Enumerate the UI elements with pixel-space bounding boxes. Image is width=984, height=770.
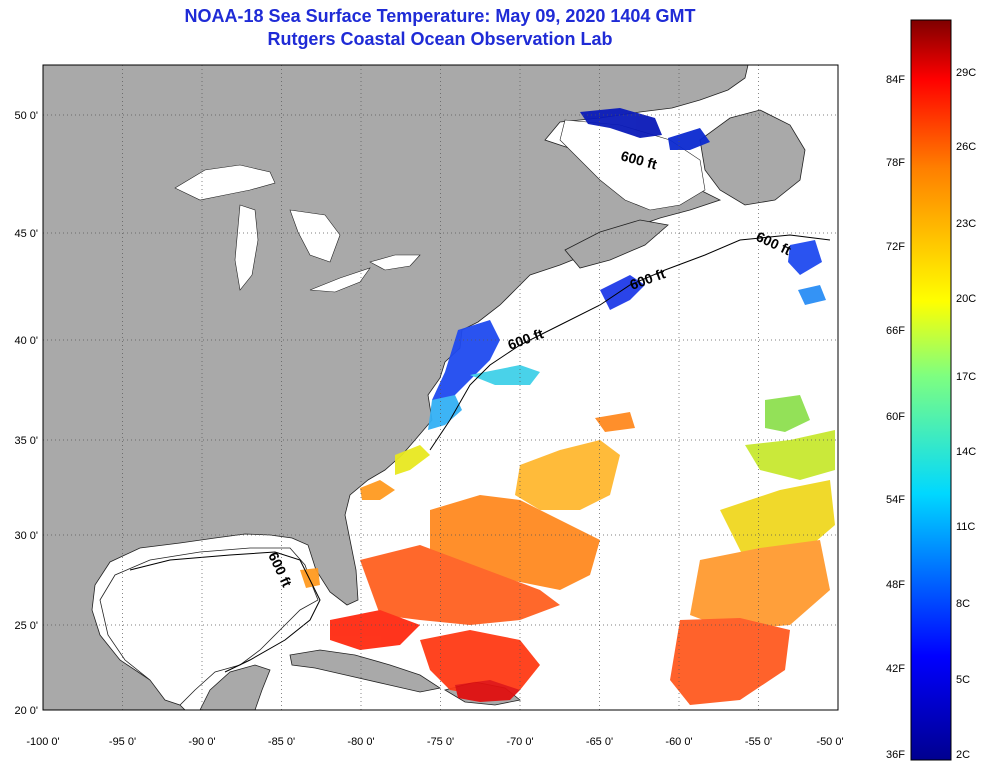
- colorbar-f-label: 66F: [886, 325, 905, 337]
- lat-label: 50 0': [14, 110, 38, 122]
- colorbar: [910, 19, 952, 761]
- lake-ontario: [369, 254, 421, 271]
- lat-label: 20 0': [14, 705, 38, 717]
- map-subtitle: Rutgers Coastal Ocean Observation Lab: [267, 29, 613, 49]
- land-nova-scotia: [564, 219, 669, 269]
- colorbar-f-label: 42F: [886, 663, 905, 675]
- lon-label: -65 0': [586, 736, 613, 748]
- lat-labels: 50 0' 45 0' 40 0' 35 0' 30 0' 25 0' 20 0…: [14, 110, 38, 717]
- lon-label: -95 0': [109, 736, 136, 748]
- lon-label: -85 0': [268, 736, 295, 748]
- colorbar-f-label: 36F: [886, 749, 905, 761]
- lake-erie: [309, 267, 371, 293]
- map-frame: [42, 64, 839, 711]
- colorbar-c-label: 20C: [956, 293, 976, 305]
- gulf-of-mexico: [99, 547, 319, 706]
- land-cuba: [289, 649, 442, 693]
- land-newfoundland: [699, 109, 806, 206]
- lon-label: -100 0': [26, 736, 59, 748]
- colorbar-f-label: 48F: [886, 579, 905, 591]
- isobath-600ft: [429, 234, 831, 451]
- colorbar-c-labels: 29C 26C 23C 20C 17C 14C 11C 8C 5C 2C: [956, 67, 976, 761]
- lon-label: -90 0': [188, 736, 215, 748]
- colorbar-c-label: 14C: [956, 446, 976, 458]
- lake-huron: [289, 209, 341, 263]
- lon-label: -50 0': [816, 736, 843, 748]
- colorbar-c-label: 17C: [956, 371, 976, 383]
- map-title: NOAA-18 Sea Surface Temperature: May 09,…: [184, 6, 696, 26]
- lon-labels: -100 0' -95 0' -90 0' -85 0' -80 0' -75 …: [26, 736, 843, 748]
- colorbar-f-labels: 84F 78F 72F 66F 60F 54F 48F 42F 36F: [886, 74, 905, 761]
- sst-data: [300, 108, 835, 705]
- colorbar-c-label: 2C: [956, 749, 970, 761]
- lon-label: -70 0': [506, 736, 533, 748]
- colorbar-f-label: 78F: [886, 157, 905, 169]
- land-yucatan: [199, 664, 271, 710]
- colorbar-f-label: 54F: [886, 494, 905, 506]
- lake-superior: [174, 164, 276, 201]
- lat-label: 35 0': [14, 435, 38, 447]
- colorbar-f-label: 72F: [886, 241, 905, 253]
- graticule: [43, 65, 838, 710]
- colorbar-c-label: 23C: [956, 218, 976, 230]
- lat-label: 45 0': [14, 228, 38, 240]
- lon-label: -60 0': [665, 736, 692, 748]
- colorbar-f-label: 84F: [886, 74, 905, 86]
- lon-label: -75 0': [427, 736, 454, 748]
- lat-label: 25 0': [14, 620, 38, 632]
- lat-label: 30 0': [14, 530, 38, 542]
- lat-label: 40 0': [14, 335, 38, 347]
- colorbar-f-label: 60F: [886, 411, 905, 423]
- isobath-600ft-gulf: [129, 551, 321, 673]
- lake-michigan: [234, 204, 259, 291]
- lon-label: -80 0': [347, 736, 374, 748]
- colorbar-c-label: 26C: [956, 141, 976, 153]
- colorbar-c-label: 29C: [956, 67, 976, 79]
- colorbar-c-label: 5C: [956, 674, 970, 686]
- lon-label: -55 0': [745, 736, 772, 748]
- colorbar-c-label: 11C: [956, 521, 975, 533]
- colorbar-c-label: 8C: [956, 598, 970, 610]
